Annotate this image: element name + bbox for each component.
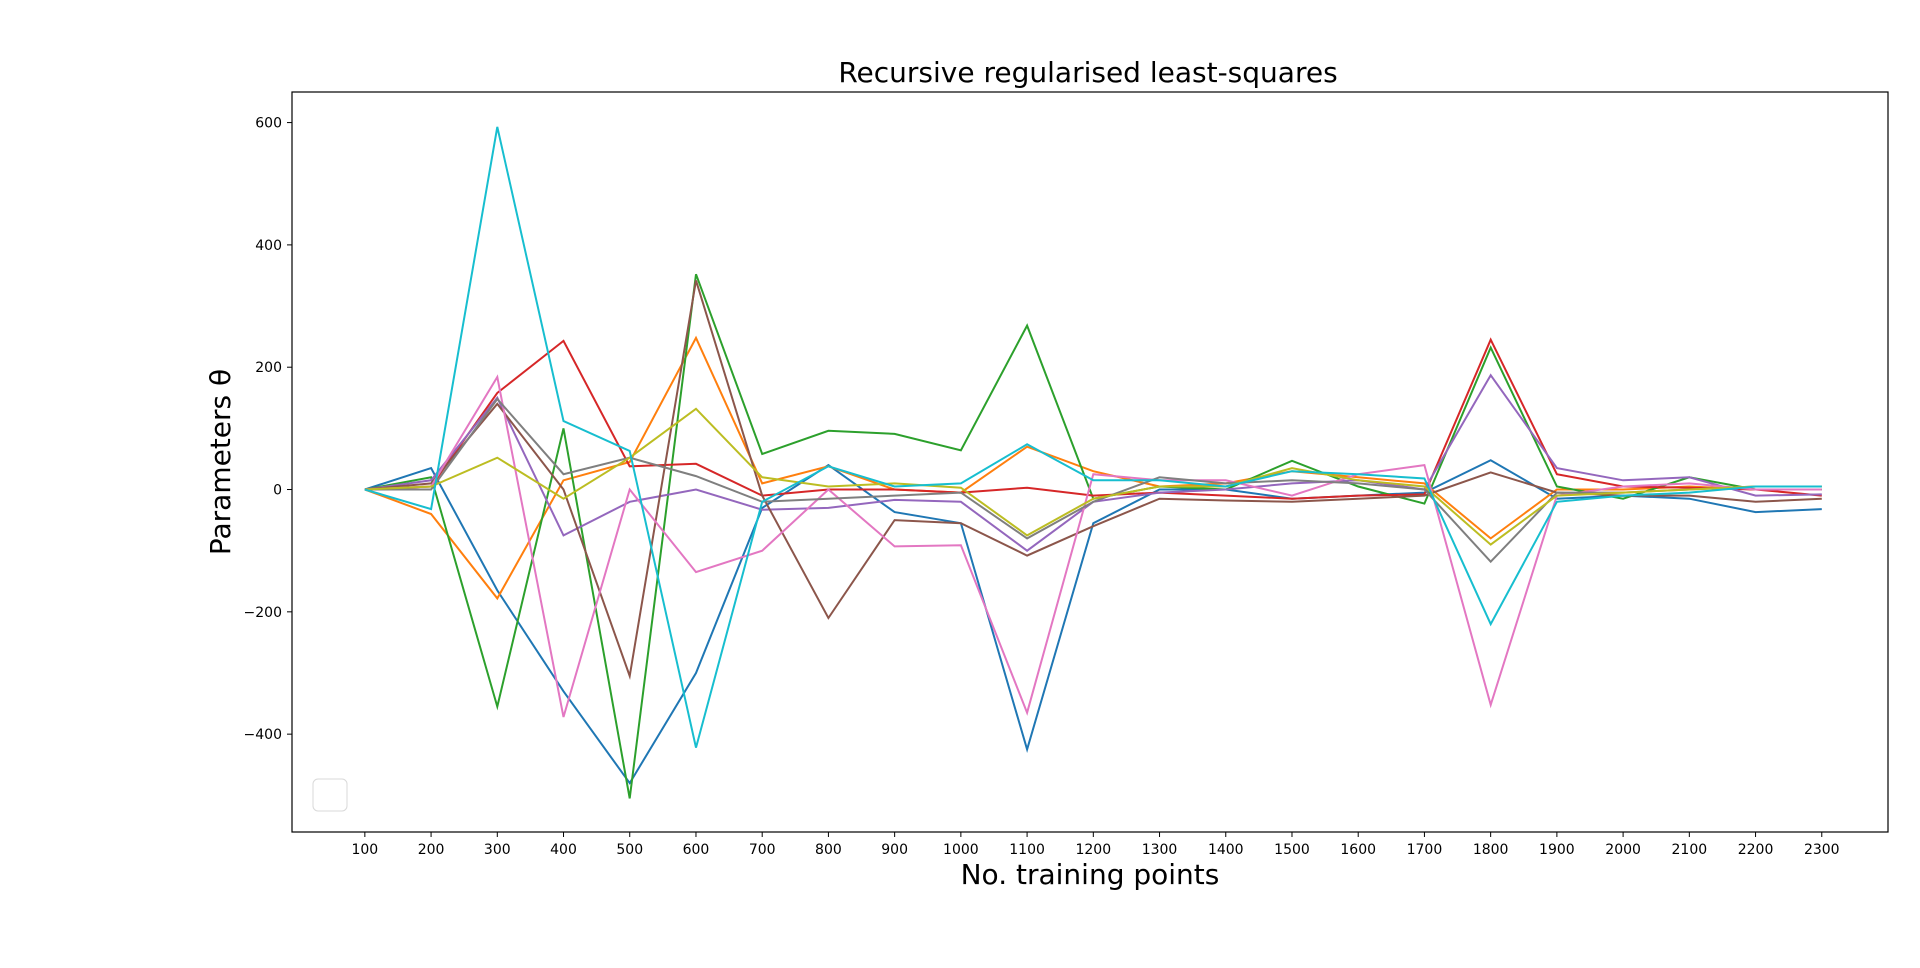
- y-tick-label: −200: [244, 605, 282, 621]
- x-tick-label: 1200: [1075, 842, 1111, 858]
- series-line-2: [364, 335, 1822, 601]
- y-tick-label: 0: [273, 483, 282, 499]
- x-tick-label: 800: [815, 842, 842, 858]
- y-tick-label: −400: [244, 727, 282, 743]
- x-tick-label: 1300: [1142, 842, 1178, 858]
- y-axis-label: Parameters θ: [204, 369, 237, 555]
- series-line-4: [364, 337, 1822, 500]
- x-tick-label: 700: [749, 842, 776, 858]
- x-tick-label: 2000: [1605, 842, 1641, 858]
- x-tick-label: 1500: [1274, 842, 1310, 858]
- x-tick-label: 2300: [1804, 842, 1840, 858]
- x-tick-label: 900: [881, 842, 908, 858]
- x-tick-label: 600: [683, 842, 710, 858]
- x-tick-label: 1100: [1009, 842, 1045, 858]
- series-layer: [364, 126, 1822, 799]
- plot-area-frame: [291, 91, 1889, 833]
- x-tick-label: 300: [484, 842, 511, 858]
- x-tick-label: 1900: [1539, 842, 1575, 858]
- y-tick-label: 600: [255, 116, 282, 132]
- x-tick-label: 2200: [1738, 842, 1774, 858]
- x-tick-label: 1000: [943, 842, 979, 858]
- chart-title: Recursive regularised least-squares: [838, 56, 1337, 89]
- y-tick-label: 200: [255, 360, 282, 376]
- series-line-9: [364, 407, 1822, 546]
- y-tick-label: 400: [255, 238, 282, 254]
- x-tick-label: 100: [351, 842, 378, 858]
- series-line-8: [364, 397, 1822, 564]
- x-tick-label: 1600: [1340, 842, 1376, 858]
- legend-box: [312, 778, 348, 812]
- x-tick-label: 200: [418, 842, 445, 858]
- series-line-1: [364, 459, 1822, 785]
- x-axis-label: No. training points: [961, 858, 1220, 891]
- x-tick-label: 500: [616, 842, 643, 858]
- x-tick-label: 2100: [1672, 842, 1708, 858]
- x-tick-label: 1700: [1407, 842, 1443, 858]
- x-tick-label: 400: [550, 842, 577, 858]
- y-axis: 600 400 200 0 −200 −400: [244, 116, 292, 743]
- series-line-10: [364, 126, 1822, 748]
- x-tick-label: 1400: [1208, 842, 1244, 858]
- x-tick-label: 1800: [1473, 842, 1509, 858]
- x-axis: 100 200 300 400 500 600 700 800 900 1000 1100 1200 1…: [351, 832, 1840, 858]
